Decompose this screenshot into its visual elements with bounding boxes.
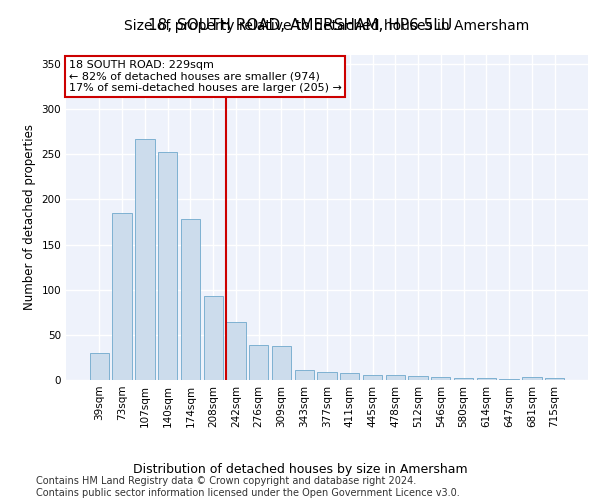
Bar bbox=[90, 353, 109, 380]
Bar bbox=[431, 378, 451, 380]
Bar bbox=[295, 370, 314, 380]
Bar bbox=[476, 378, 496, 380]
Bar bbox=[363, 374, 382, 380]
Text: Distribution of detached houses by size in Amersham: Distribution of detached houses by size … bbox=[133, 464, 467, 476]
Bar bbox=[522, 378, 542, 380]
Bar bbox=[203, 296, 223, 380]
Bar bbox=[181, 220, 200, 380]
Bar bbox=[499, 379, 519, 380]
Bar bbox=[272, 346, 291, 380]
Title: Size of property relative to detached houses in Amersham: Size of property relative to detached ho… bbox=[124, 19, 530, 33]
Bar bbox=[158, 152, 178, 380]
Bar bbox=[317, 372, 337, 380]
Bar bbox=[409, 376, 428, 380]
Text: 18, SOUTH ROAD, AMERSHAM, HP6 5LU: 18, SOUTH ROAD, AMERSHAM, HP6 5LU bbox=[148, 18, 452, 32]
Bar bbox=[545, 378, 564, 380]
Text: Contains HM Land Registry data © Crown copyright and database right 2024.
Contai: Contains HM Land Registry data © Crown c… bbox=[36, 476, 460, 498]
Bar bbox=[249, 345, 268, 380]
Y-axis label: Number of detached properties: Number of detached properties bbox=[23, 124, 36, 310]
Bar bbox=[386, 376, 405, 380]
Bar bbox=[135, 139, 155, 380]
Bar bbox=[112, 213, 132, 380]
Bar bbox=[226, 322, 245, 380]
Bar bbox=[454, 378, 473, 380]
Bar bbox=[340, 373, 359, 380]
Text: 18 SOUTH ROAD: 229sqm
← 82% of detached houses are smaller (974)
17% of semi-det: 18 SOUTH ROAD: 229sqm ← 82% of detached … bbox=[68, 60, 341, 93]
